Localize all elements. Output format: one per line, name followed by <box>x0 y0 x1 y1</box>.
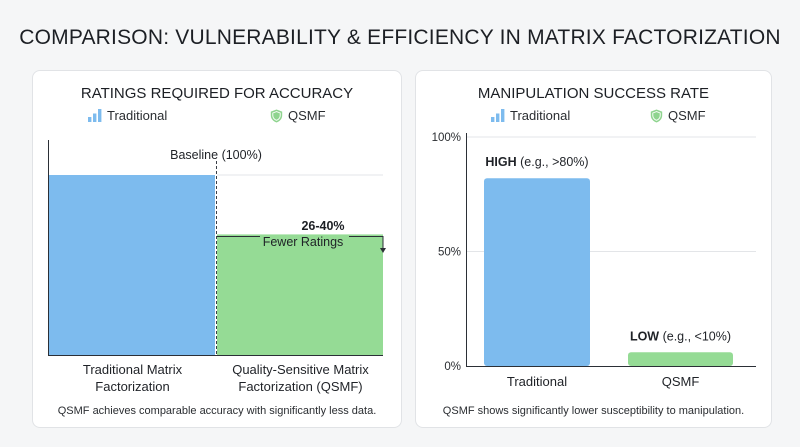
x-tick-label: Quality-Sensitive Matrix <box>232 362 369 377</box>
legend-qsmf: QSMF <box>270 108 326 123</box>
x-tick-label: QSMF <box>662 374 700 389</box>
x-tick-label: Traditional Matrix <box>83 362 183 377</box>
baseline-label: Baseline (100%) <box>170 148 262 162</box>
manipulation-bar-chart: 0% 50% 100% HIGH (e.g., >80%) Traditional LO… <box>432 132 756 389</box>
y-tick-label: 100% <box>432 132 461 144</box>
ratings-caption: QSMF achieves comparable accuracy with s… <box>57 405 377 417</box>
reduction-arrow-icon <box>380 248 386 253</box>
x-tick-label: Factorization (QSMF) <box>238 379 362 394</box>
manipulation-chart-title: MANIPULATION SUCCESS RATE <box>477 85 710 102</box>
legend-qsmf-label: QSMF <box>288 108 326 123</box>
data-label-traditional: HIGH (e.g., >80%) <box>485 155 588 169</box>
legend-qsmf-label: QSMF <box>668 108 706 123</box>
bar-qsmf <box>217 234 383 355</box>
reduction-value-label: 26-40% <box>301 219 344 233</box>
shield-icon <box>270 109 283 122</box>
manipulation-chart-panel: MANIPULATION SUCCESS RATE Traditional QS… <box>415 70 772 428</box>
x-tick-label: Factorization <box>95 379 169 394</box>
legend-traditional: Traditional <box>491 108 570 123</box>
bar-traditional <box>49 175 215 355</box>
y-tick-label: 0% <box>444 361 461 373</box>
ratings-chart-panel: RATINGS REQUIRED FOR ACCURACY Traditiona… <box>32 70 402 428</box>
ratings-chart-title: RATINGS REQUIRED FOR ACCURACY <box>80 85 354 102</box>
y-tick-label: 50% <box>438 247 461 259</box>
bar-chart-icon <box>491 109 505 122</box>
bar-qsmf <box>628 352 733 366</box>
ratings-bar-chart: Baseline (100%) 26-40% Fewer Ratings Tra… <box>48 140 386 394</box>
data-label-qsmf: LOW (e.g., <10%) <box>630 329 731 343</box>
legend-traditional: Traditional <box>88 108 167 123</box>
reduction-bracket <box>217 236 384 249</box>
reduction-text-label: Fewer Ratings <box>263 235 344 249</box>
bar-traditional <box>484 178 590 366</box>
bar-chart-icon <box>88 109 102 122</box>
legend-traditional-label: Traditional <box>107 108 168 123</box>
legend-traditional-label: Traditional <box>510 108 571 123</box>
shield-icon <box>650 109 663 122</box>
manipulation-caption: QSMF shows significantly lower susceptib… <box>442 405 745 417</box>
x-tick-label: Traditional <box>507 374 567 389</box>
legend-qsmf: QSMF <box>650 108 706 123</box>
page-title: COMPARISON: VULNERABILITY & EFFICIENCY I… <box>19 26 781 49</box>
